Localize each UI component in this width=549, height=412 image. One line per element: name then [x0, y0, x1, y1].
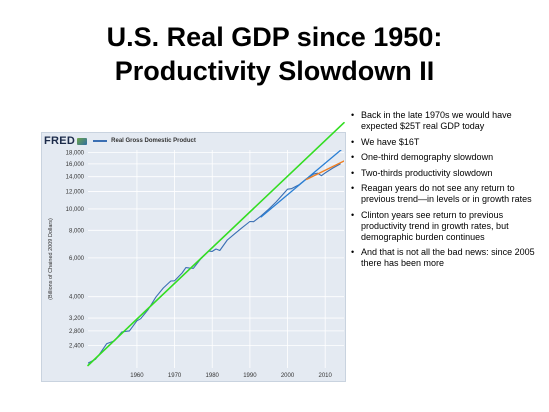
bullet-item: Clinton years see return to previous pro…	[349, 210, 545, 243]
y-tick-label: 18,000	[66, 151, 85, 157]
y-tick-label: 14,000	[66, 175, 85, 181]
bullet-item: One-third demography slowdown	[349, 152, 545, 163]
chart-header: FRED Real Gross Domestic Product	[44, 135, 344, 147]
x-tick-label: 1990	[243, 373, 257, 379]
x-tick-label: 1980	[206, 373, 220, 379]
bullet-list: Back in the late 1970s we would have exp…	[349, 110, 545, 274]
series-layer	[88, 150, 344, 364]
grid-lines	[88, 150, 344, 368]
x-tick-label: 1970	[168, 373, 182, 379]
legend-label-gdp: Real Gross Domestic Product	[111, 138, 196, 144]
bullet-item: Back in the late 1970s we would have exp…	[349, 110, 545, 132]
x-tick-label: 2000	[281, 373, 295, 379]
y-tick-label: 6,000	[69, 256, 85, 262]
y-tick-label: 2,400	[69, 344, 85, 350]
y-tick-label: 4,000	[69, 295, 85, 301]
y-tick-label: 10,000	[66, 207, 85, 213]
x-tick-labels: 1960 1970 1980 1990 2000 2010	[130, 373, 332, 379]
legend-swatch-gdp	[93, 140, 108, 142]
y-tick-label: 12,000	[66, 189, 85, 195]
y-tick-label: 16,000	[66, 162, 85, 168]
y-tick-label: 3,200	[69, 316, 85, 322]
trend-line-1950-1979	[87, 121, 345, 367]
y-tick-label: 2,800	[69, 329, 85, 335]
chart-panel	[41, 132, 346, 382]
fred-logo: FRED	[44, 135, 76, 147]
slide-title: U.S. Real GDP since 1950: Productivity S…	[0, 20, 549, 88]
bullet-item: Reagan years do not see any return to pr…	[349, 183, 545, 205]
slide-title-line-1: U.S. Real GDP since 1950:	[106, 22, 443, 52]
x-tick-label: 1960	[130, 373, 144, 379]
trend-line-recent	[305, 160, 344, 181]
y-tick-labels: 2,400 2,800 3,200 4,000 6,000 8,000 10,000 12,0…	[66, 151, 85, 350]
y-tick-label: 8,000	[69, 228, 85, 234]
trend-line-clinton	[260, 150, 342, 218]
bullet-item: And that is not all the bad news: since …	[349, 247, 545, 269]
fred-chart-icon	[77, 137, 88, 145]
trend-layer	[87, 121, 345, 367]
x-tick-label: 2010	[318, 373, 332, 379]
bullet-item: Two-thirds productivity slowdown	[349, 168, 545, 179]
slide-title-line-2: Productivity Slowdown II	[114, 56, 435, 86]
y-axis-title: (Billions of Chained 2009 Dollars)	[48, 218, 54, 300]
bullet-item: We have $16T	[349, 137, 545, 148]
gdp-series-line	[88, 163, 341, 364]
